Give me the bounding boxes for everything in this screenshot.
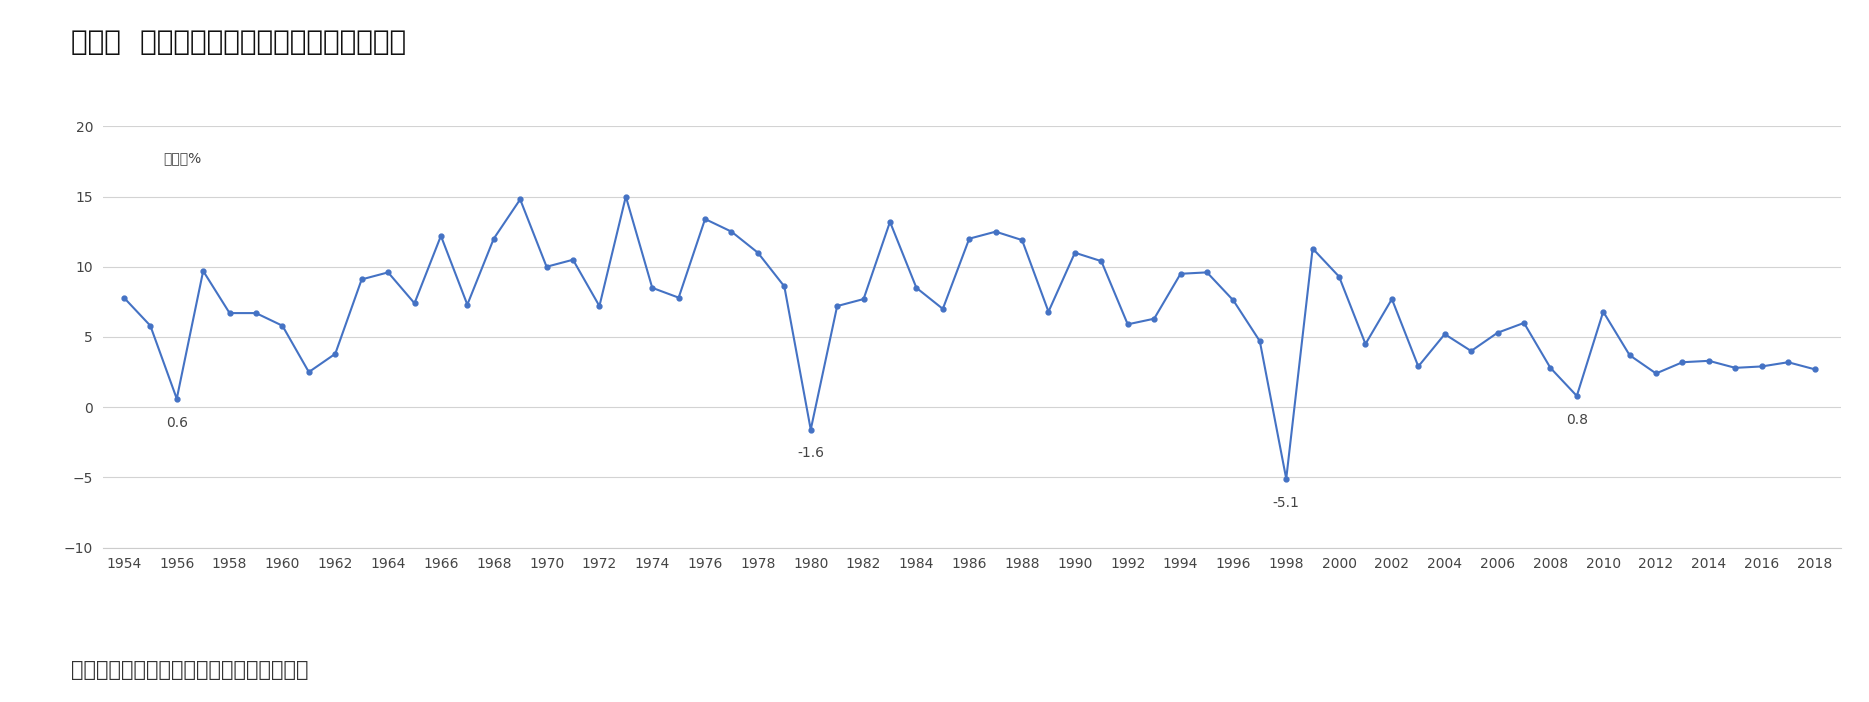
Text: 0.6: 0.6 <box>166 416 187 430</box>
Text: 出所）韓国銀行ホームページより筆者作成: 出所）韓国銀行ホームページより筆者作成 <box>71 660 308 680</box>
Text: 図表３  実質経済成長率（対前年比）の推移: 図表３ 実質経済成長率（対前年比）の推移 <box>71 28 406 56</box>
Text: 0.8: 0.8 <box>1566 413 1589 427</box>
Text: -5.1: -5.1 <box>1273 496 1299 510</box>
Text: 単位：%: 単位：% <box>164 152 202 166</box>
Text: -1.6: -1.6 <box>798 446 824 461</box>
